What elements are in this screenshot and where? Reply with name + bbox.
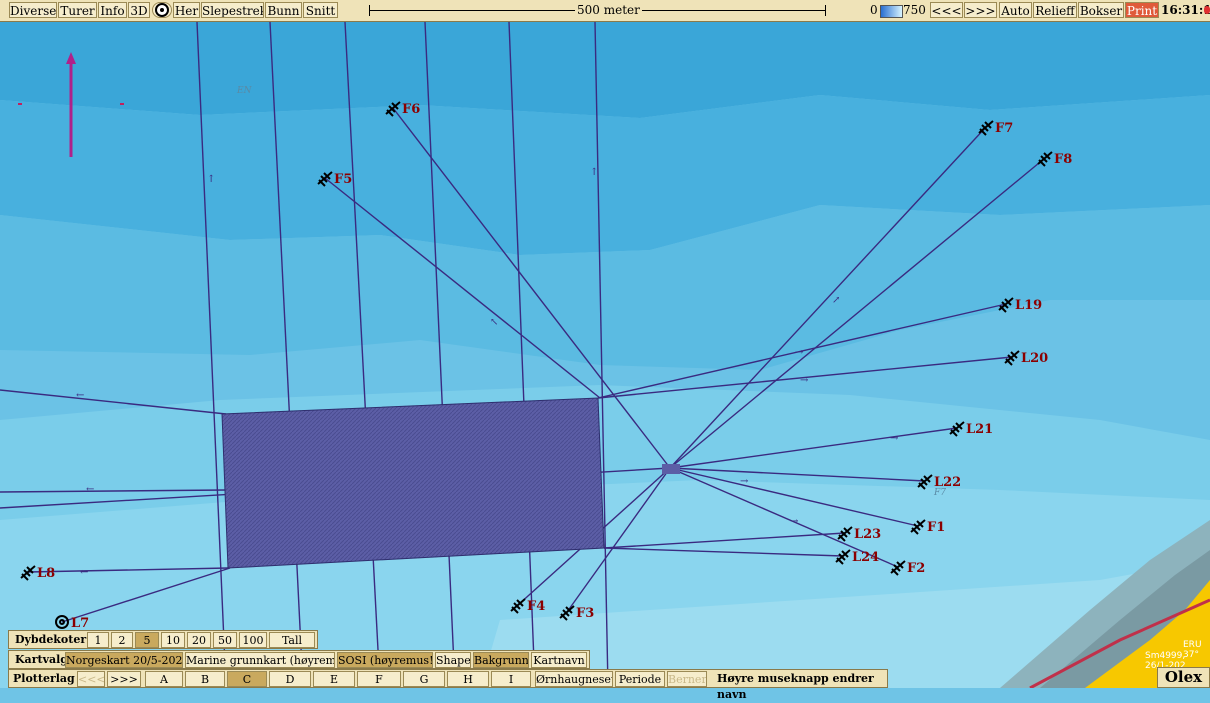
- scale-tick-left: [369, 5, 370, 16]
- svg-text:→: →: [795, 347, 804, 358]
- dybdekote-2-button[interactable]: 2: [111, 632, 133, 648]
- target-icon[interactable]: [152, 2, 172, 18]
- kartnavn-button[interactable]: Kartnavn: [531, 652, 587, 668]
- layer-i-button[interactable]: I: [491, 671, 531, 687]
- dybdekoter-label: Dybdekoter: [15, 633, 87, 646]
- depth-min-label: 0: [870, 3, 878, 17]
- dybdekoter-panel: Dybdekoter 1 2 5 10 20 50 100 Tall: [8, 630, 318, 649]
- sosi-button[interactable]: SOSI (høyremus!): [337, 652, 433, 668]
- svg-text:←: ←: [86, 484, 94, 495]
- slepestrek-button[interactable]: Slepestrek: [201, 2, 264, 18]
- map-label-en: EN: [236, 86, 253, 96]
- kartvalg-label: Kartvalg: [15, 653, 68, 666]
- plotterlag-label: Plotterlag: [13, 672, 75, 685]
- svg-text:↑: ↑: [207, 174, 215, 185]
- dybdekote-1-button[interactable]: 1: [87, 632, 109, 648]
- svg-text:→: →: [800, 375, 809, 386]
- layer-g-button[interactable]: G: [403, 671, 445, 687]
- depth-color-scale[interactable]: [880, 5, 903, 18]
- marine-grunnkart-button[interactable]: Marine grunnkart (høyremus!): [185, 652, 335, 668]
- north-arrow: [18, 52, 124, 157]
- bokser-button[interactable]: Bokser: [1078, 2, 1124, 18]
- layer-d-button[interactable]: D: [269, 671, 311, 687]
- top-toolbar: Diverse Turer Info 3D Her Slepestrek Bun…: [0, 0, 1210, 22]
- map-label-f7: F7: [933, 488, 946, 498]
- track-arrows: ↑ ↑ ↗ → → → → → ← ← ← ↖: [76, 167, 899, 578]
- auto-button[interactable]: Auto: [999, 2, 1032, 18]
- svg-text:↗: ↗: [832, 295, 840, 306]
- print-button[interactable]: Print: [1125, 2, 1159, 18]
- svg-text:→: →: [890, 433, 899, 444]
- diverse-button[interactable]: Diverse: [9, 2, 57, 18]
- svg-text:↑: ↑: [590, 167, 598, 178]
- olex-brand[interactable]: Olex: [1157, 667, 1210, 688]
- dybdekote-20-button[interactable]: 20: [187, 632, 211, 648]
- hub-marker[interactable]: [662, 464, 680, 474]
- clock: 16:31:13: [1161, 3, 1210, 17]
- dybdekote-5-button[interactable]: 5: [135, 632, 159, 648]
- record-indicator: [1204, 6, 1210, 14]
- 3d-button[interactable]: 3D: [128, 2, 150, 18]
- plotterlag-next-button[interactable]: >>>: [107, 671, 141, 687]
- dybdekote-10-button[interactable]: 10: [161, 632, 185, 648]
- scale-tick-right: [825, 5, 826, 16]
- svg-text:→: →: [740, 476, 749, 487]
- scale-label: 500 meter: [575, 3, 642, 17]
- bunn-button[interactable]: Bunn: [265, 2, 302, 18]
- norgeskart-button[interactable]: Norgeskart 20/5-2021: [65, 652, 183, 668]
- coord-line-1: ERU 37°: [1183, 640, 1202, 660]
- plotterlag-prev-button[interactable]: <<<: [77, 671, 105, 687]
- svg-text:←: ←: [76, 390, 84, 401]
- turer-button[interactable]: Turer: [58, 2, 97, 18]
- ornhaugneset-button[interactable]: Ørnhaugneset: [535, 671, 613, 687]
- coastline: [1000, 520, 1210, 688]
- rename-hint: Høyre museknapp endrer navn: [717, 672, 874, 701]
- her-button[interactable]: Her: [173, 2, 200, 18]
- bakgrunn-button[interactable]: Bakgrunn: [473, 652, 529, 668]
- berner-button[interactable]: Berner: [667, 671, 707, 687]
- next-button[interactable]: >>>: [964, 2, 997, 18]
- coord-line-2: Sm4999, 26/1-202: [1145, 651, 1186, 671]
- svg-text:→: →: [790, 516, 799, 527]
- layer-c-button[interactable]: C: [227, 671, 267, 687]
- layer-e-button[interactable]: E: [313, 671, 355, 687]
- dybdekote-tall-button[interactable]: Tall: [269, 632, 315, 648]
- svg-text:←: ←: [80, 567, 88, 578]
- svg-text:↖: ↖: [490, 317, 498, 328]
- shape-button[interactable]: Shape: [435, 652, 471, 668]
- info-button[interactable]: Info: [98, 2, 127, 18]
- snitt-button[interactable]: Snitt: [303, 2, 338, 18]
- layer-a-button[interactable]: A: [145, 671, 183, 687]
- map-canvas[interactable]: ↑ ↑ ↗ → → → → → ← ← ← ↖ EN F7: [0, 22, 1210, 688]
- dybdekote-100-button[interactable]: 100: [239, 632, 267, 648]
- layer-h-button[interactable]: H: [447, 671, 489, 687]
- layer-b-button[interactable]: B: [185, 671, 225, 687]
- kartvalg-panel: Kartvalg Norgeskart 20/5-2021 Marine gru…: [8, 650, 590, 669]
- relieff-button[interactable]: Relieff: [1033, 2, 1077, 18]
- layer-f-button[interactable]: F: [357, 671, 401, 687]
- depth-bands: [0, 22, 1210, 688]
- chart-map[interactable]: ↑ ↑ ↗ → → → → → ← ← ← ↖ EN F7 F6 F5 F7 F8 L1…: [0, 22, 1210, 688]
- dybdekote-50-button[interactable]: 50: [213, 632, 237, 648]
- periode-button[interactable]: Periode: [615, 671, 665, 687]
- depth-max-label: 750: [903, 3, 926, 17]
- plotterlag-panel: Plotterlag <<< >>> A B C D E F G H I Ørn…: [8, 669, 888, 701]
- tracks: [0, 22, 1046, 688]
- search-area[interactable]: [221, 397, 605, 569]
- prev-button[interactable]: <<<: [930, 2, 963, 18]
